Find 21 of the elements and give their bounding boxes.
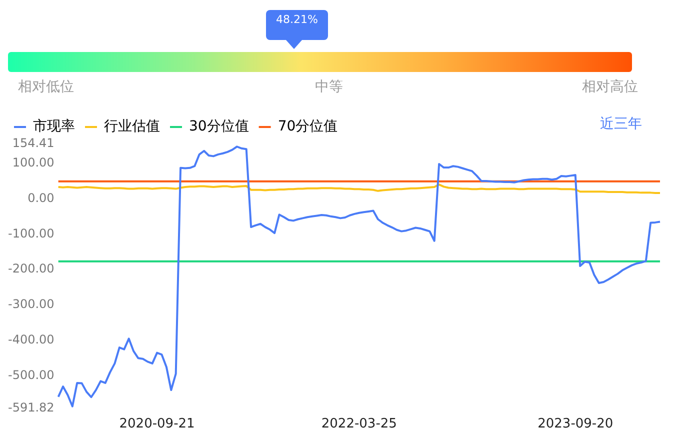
legend-label: 30分位值 xyxy=(189,118,249,135)
legend-label: 市现率 xyxy=(33,118,75,135)
y-tick-label: -100.00 xyxy=(8,226,54,240)
x-tick-label: 2023-09-20 xyxy=(538,416,614,432)
y-tick-label: -300.00 xyxy=(8,297,54,312)
text: 中等 xyxy=(315,78,343,96)
y-tick-label: 100.00 xyxy=(12,155,54,170)
legend-label: 行业估值 xyxy=(104,118,160,135)
y-tick-label: -200.00 xyxy=(8,262,54,276)
text: 相对低位 xyxy=(18,78,74,96)
y-tick-label: -400.00 xyxy=(8,332,54,347)
legend-label: 70分位值 xyxy=(278,118,338,135)
y-tick-label: 154.41 xyxy=(12,136,54,150)
y-tick-label: 0.00 xyxy=(28,190,54,205)
text: 48.21% xyxy=(266,10,328,40)
y-tick-label: -500.00 xyxy=(8,368,54,382)
x-tick-label: 2022-03-25 xyxy=(321,416,397,432)
y-tick-label: -591.82 xyxy=(8,400,54,415)
text: 近三年 xyxy=(600,115,642,133)
text: 相对高位 xyxy=(582,78,638,96)
x-tick-label: 2020-09-21 xyxy=(119,416,195,432)
